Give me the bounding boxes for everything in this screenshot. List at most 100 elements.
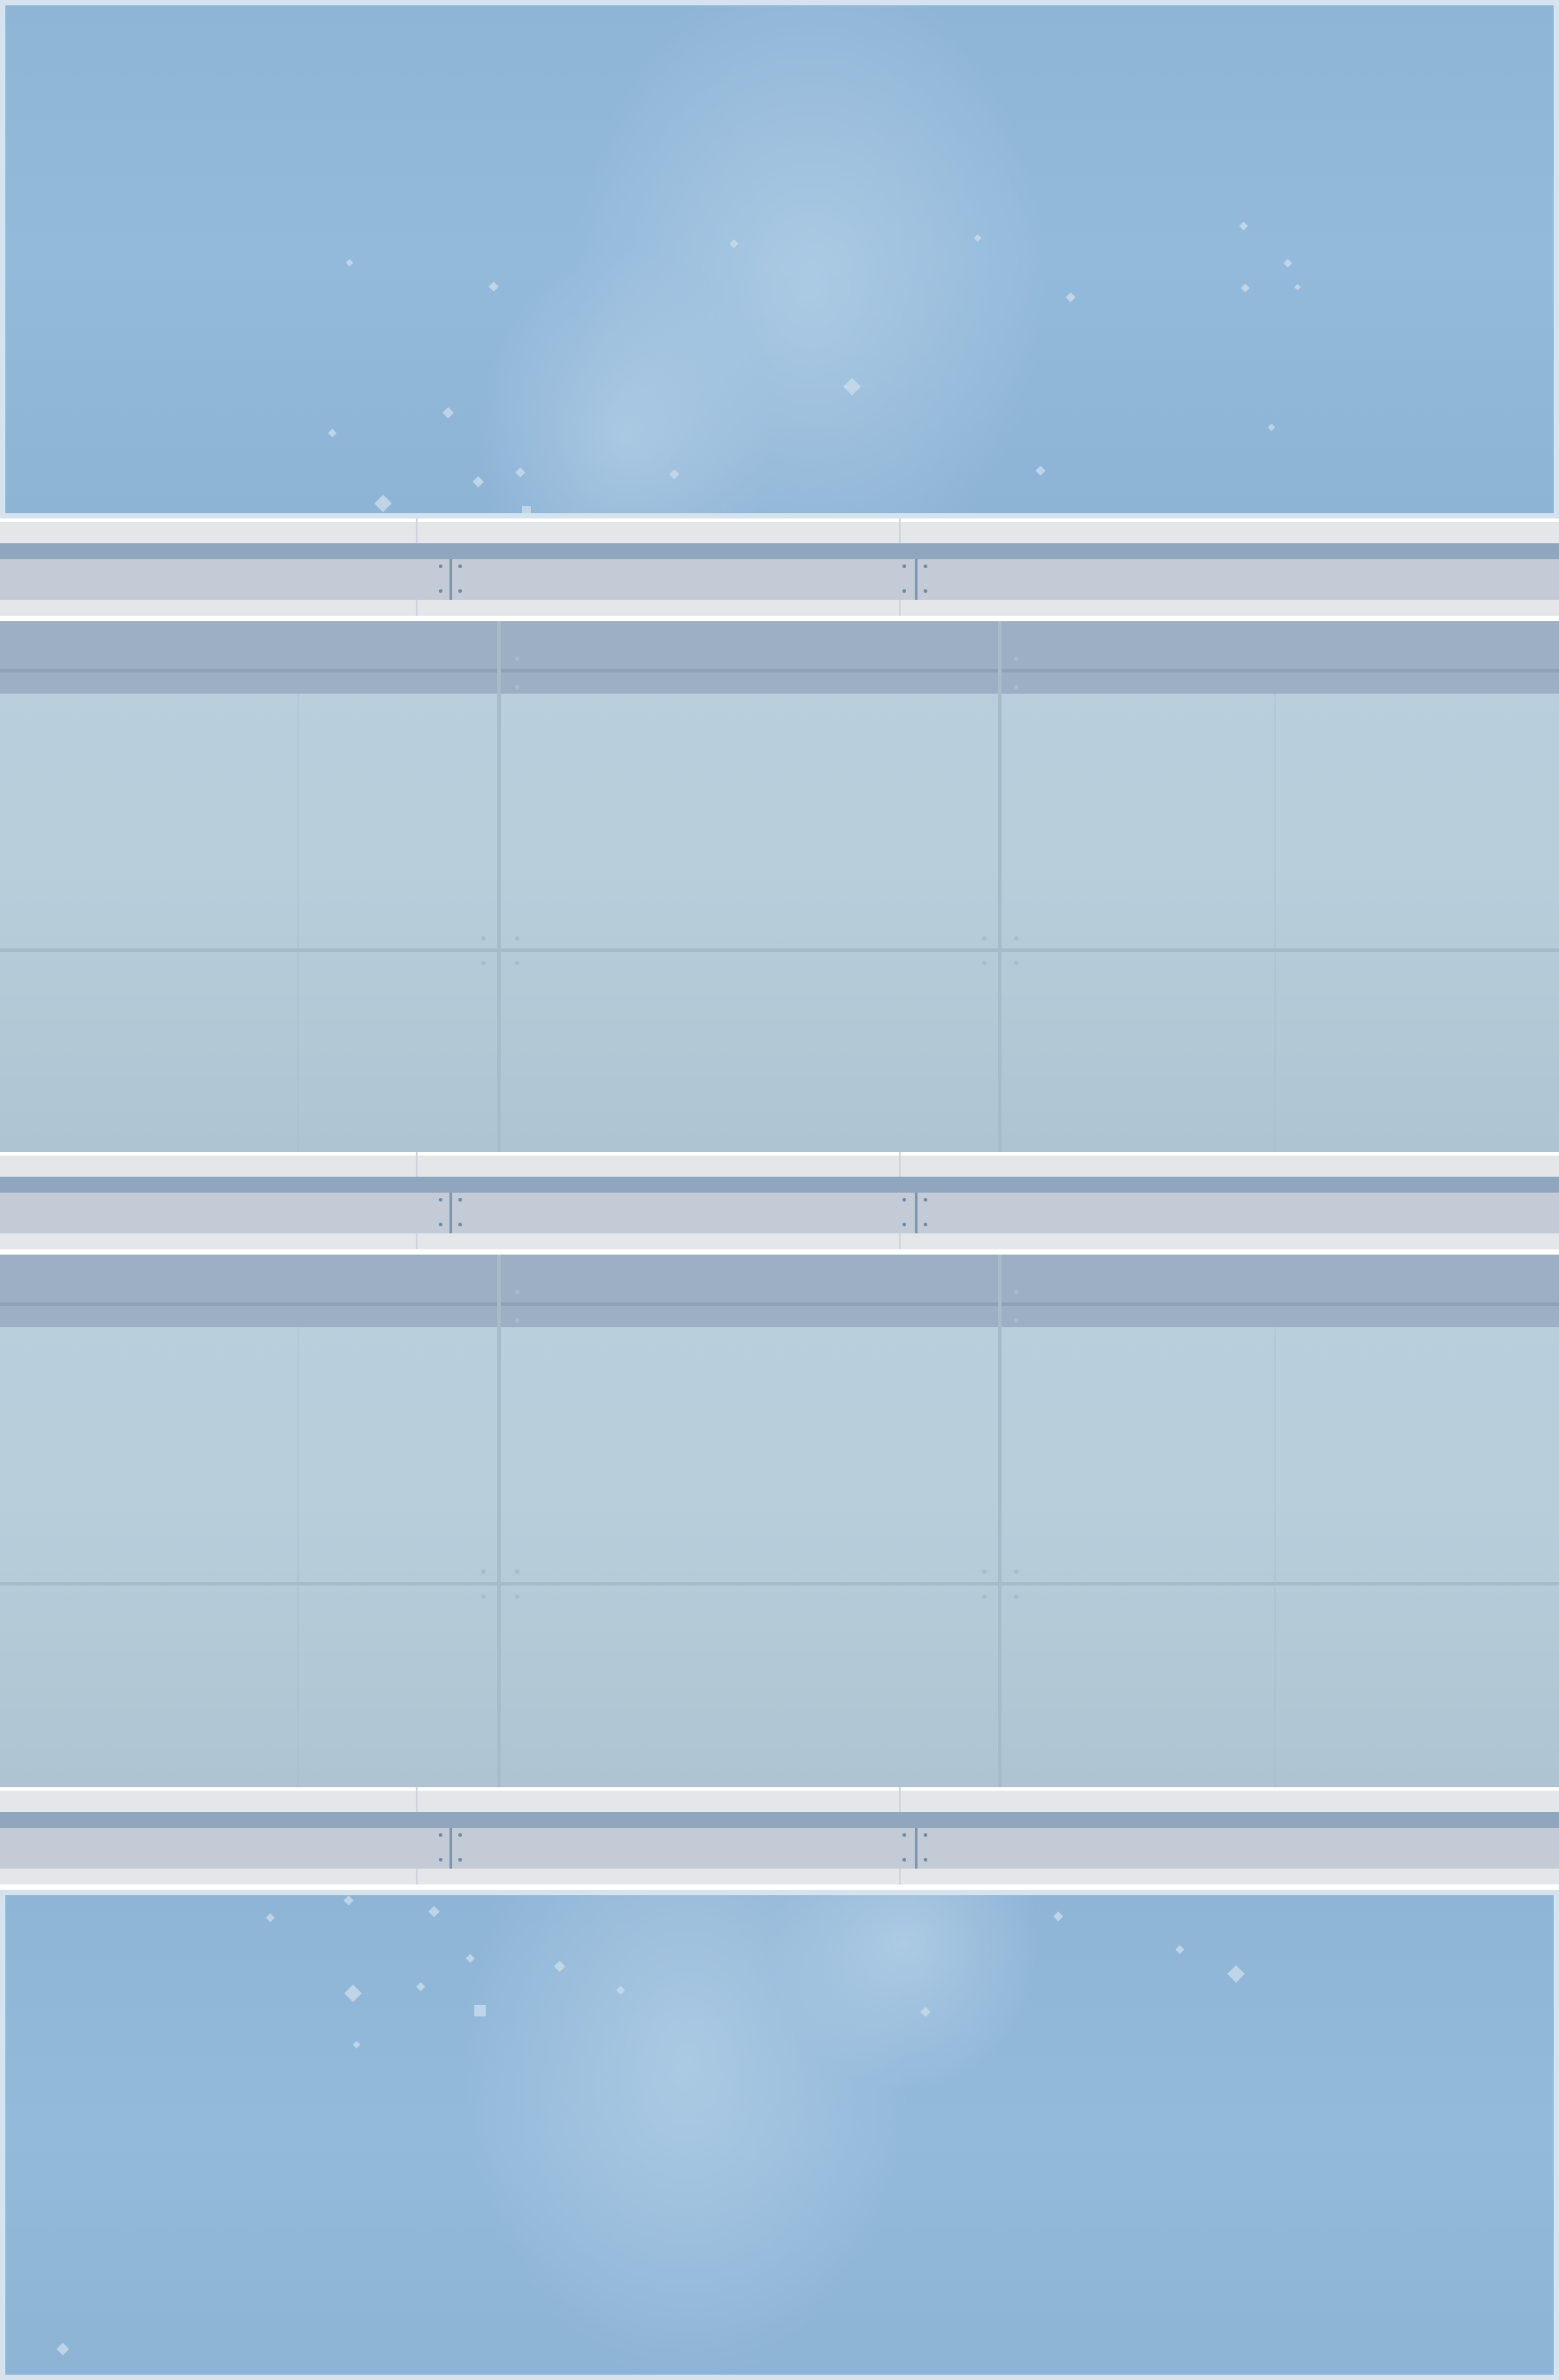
sparkle xyxy=(616,1985,626,1995)
sparkle xyxy=(374,495,392,512)
sparkle xyxy=(1283,258,1293,268)
sparkle xyxy=(1065,292,1076,303)
rivet xyxy=(515,936,519,940)
railing-post xyxy=(915,1193,918,1233)
floor-texture-line xyxy=(1274,1327,1276,1787)
rivet xyxy=(515,1318,519,1323)
rivet xyxy=(515,685,519,689)
bolt xyxy=(439,1858,442,1862)
railing-top-edge xyxy=(0,1787,1559,1791)
bolt xyxy=(458,1833,462,1837)
railing-post xyxy=(915,1828,918,1869)
bolt xyxy=(902,589,906,593)
floor-seam-horizontal xyxy=(0,1582,1559,1585)
railing-bottom-edge xyxy=(0,616,1559,621)
bolt xyxy=(924,1223,927,1226)
rivet xyxy=(515,1570,519,1574)
rivet xyxy=(982,936,987,940)
bolt xyxy=(924,1833,927,1837)
sparkle xyxy=(843,378,861,395)
sparkle xyxy=(474,2005,486,2016)
railing-1 xyxy=(0,518,1559,621)
rivet xyxy=(481,936,486,940)
bolt xyxy=(902,1833,906,1837)
bolt xyxy=(439,1198,442,1202)
sparkle xyxy=(352,2040,361,2049)
rivet xyxy=(1014,961,1018,965)
floor-band-line xyxy=(0,669,1559,672)
bolt xyxy=(439,589,442,593)
rivet xyxy=(982,1570,987,1574)
railing-bottom-edge xyxy=(0,1249,1559,1255)
sparkle xyxy=(327,428,337,438)
railing-post xyxy=(449,559,452,600)
sparkle xyxy=(1240,283,1250,293)
bolt xyxy=(924,564,927,568)
rivet xyxy=(515,961,519,965)
sparkle xyxy=(920,2007,931,2017)
rivet xyxy=(515,656,519,661)
railing-post xyxy=(915,559,918,600)
sparkle xyxy=(1227,1965,1245,1983)
floor-texture-line xyxy=(1274,694,1276,1154)
sparkle xyxy=(522,506,531,513)
sky-panel-bottom xyxy=(0,1890,1559,2380)
floor-top-band xyxy=(0,1255,1559,1327)
rivet xyxy=(1014,1318,1018,1323)
bolt xyxy=(458,589,462,593)
sparkle xyxy=(428,1906,440,1917)
railing-body xyxy=(0,1828,1559,1869)
rivet xyxy=(481,961,486,965)
sparkle xyxy=(1035,465,1046,476)
sparkle xyxy=(1267,423,1276,432)
sparkle xyxy=(515,467,526,478)
railing-top-edge xyxy=(0,1152,1559,1155)
sparkle xyxy=(465,1954,475,1963)
rivet xyxy=(1014,685,1018,689)
railing-post xyxy=(449,1193,452,1233)
rivet xyxy=(515,1290,519,1294)
sparkle xyxy=(1053,1911,1064,1922)
floor-seam-vertical xyxy=(497,621,501,1154)
sparkle xyxy=(488,281,499,292)
rivet xyxy=(1014,1290,1018,1294)
bolt xyxy=(458,1858,462,1862)
bolt xyxy=(458,1223,462,1226)
railing-bar xyxy=(0,1812,1559,1828)
sparkle xyxy=(729,239,739,249)
sparkle xyxy=(554,1961,565,1972)
sparkle xyxy=(265,1913,275,1923)
floor-seam-vertical xyxy=(998,1255,1002,1787)
bolt xyxy=(902,1223,906,1226)
floor-band-line xyxy=(0,1302,1559,1306)
sparkle xyxy=(56,2342,70,2356)
sparkle xyxy=(344,1985,362,2002)
floor-texture-line xyxy=(297,694,299,1154)
floor-seam-horizontal xyxy=(0,948,1559,952)
bolt xyxy=(924,1198,927,1202)
bolt xyxy=(924,1858,927,1862)
sparkle xyxy=(669,469,680,480)
sparkle xyxy=(1294,283,1302,291)
rivet xyxy=(982,1594,987,1599)
floor-seam-vertical xyxy=(998,621,1002,1154)
railing-body xyxy=(0,1193,1559,1233)
floor-section-1 xyxy=(0,621,1559,1154)
bolt xyxy=(902,1198,906,1202)
rivet xyxy=(481,1594,486,1599)
rivet xyxy=(1014,936,1018,940)
sparkle xyxy=(345,258,354,267)
sparkle xyxy=(1175,1945,1185,1954)
floor-seam-vertical xyxy=(497,1255,501,1787)
bolt xyxy=(902,1858,906,1862)
sky-panel-top xyxy=(0,0,1559,518)
bolt xyxy=(902,564,906,568)
floor-texture-line xyxy=(297,1327,299,1787)
railing-body xyxy=(0,559,1559,600)
sparkle xyxy=(442,407,454,418)
rivet xyxy=(982,961,987,965)
railing-bar xyxy=(0,543,1559,559)
bolt xyxy=(458,1198,462,1202)
floor-section-2 xyxy=(0,1255,1559,1787)
bolt xyxy=(439,1833,442,1837)
